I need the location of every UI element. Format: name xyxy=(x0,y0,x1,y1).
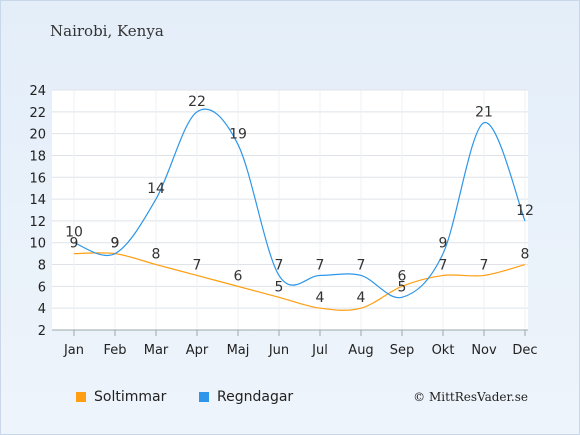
data-label-soltimmar: 9 xyxy=(111,236,120,252)
data-label-regndagar: 5 xyxy=(398,279,407,295)
data-label-soltimmar: 7 xyxy=(439,257,448,273)
x-tick-label: Maj xyxy=(227,343,250,358)
x-tick-label: Aug xyxy=(348,343,373,358)
y-tick-label: 16 xyxy=(29,171,46,186)
data-label-regndagar: 9 xyxy=(439,236,448,252)
series-line-regndagar xyxy=(73,108,526,299)
y-tick-label: 12 xyxy=(29,215,46,230)
chart-title: Nairobi, Kenya xyxy=(50,22,164,40)
data-label-regndagar: 22 xyxy=(188,94,206,110)
y-tick-label: 10 xyxy=(29,237,46,252)
x-tick-label: Feb xyxy=(103,343,126,358)
x-tick-label: Jan xyxy=(63,343,84,358)
data-label-soltimmar: 5 xyxy=(275,279,284,295)
data-label-soltimmar: 7 xyxy=(193,257,202,273)
data-label-soltimmar: 4 xyxy=(357,290,366,306)
x-tick-label: Dec xyxy=(512,343,537,358)
data-label-regndagar: 14 xyxy=(147,181,165,197)
y-tick-label: 18 xyxy=(29,149,46,164)
data-label-regndagar: 19 xyxy=(229,127,247,143)
x-tick-label: Jul xyxy=(311,343,328,358)
x-tick-label: Apr xyxy=(186,343,209,358)
legend-swatch-soltimmar xyxy=(76,392,86,402)
data-label-regndagar: 12 xyxy=(516,203,534,219)
data-label-regndagar: 21 xyxy=(475,105,493,121)
data-label-regndagar: 7 xyxy=(316,257,325,273)
data-label-soltimmar: 6 xyxy=(398,268,407,284)
y-tick-label: 2 xyxy=(38,324,46,339)
series-line-soltimmar xyxy=(73,252,526,311)
data-label-soltimmar: 8 xyxy=(521,247,530,263)
y-tick-label: 20 xyxy=(29,128,46,143)
x-tick-label: Nov xyxy=(471,343,497,358)
data-label-regndagar: 7 xyxy=(275,257,284,273)
y-tick-label: 22 xyxy=(29,106,46,121)
x-tick-label: Sep xyxy=(390,343,415,358)
legend-label-regndagar: Regndagar xyxy=(217,389,294,405)
legend-swatch-regndagar xyxy=(199,392,209,402)
y-tick-label: 8 xyxy=(38,259,46,274)
x-tick-label: Jun xyxy=(268,343,289,358)
y-tick-label: 24 xyxy=(29,84,46,99)
plot-area xyxy=(52,90,528,330)
y-tick-label: 14 xyxy=(29,193,46,208)
x-tick-label: Mar xyxy=(144,343,169,358)
legend-label-soltimmar: Soltimmar xyxy=(94,389,167,405)
data-label-regndagar: 7 xyxy=(357,257,366,273)
data-label-soltimmar: 8 xyxy=(152,247,161,263)
data-label-soltimmar: 7 xyxy=(480,257,489,273)
data-label-soltimmar: 9 xyxy=(70,236,79,252)
y-tick-label: 6 xyxy=(38,280,46,295)
data-label-soltimmar: 6 xyxy=(234,268,243,284)
site-credit: © MittResVader.se xyxy=(413,390,528,404)
data-label-regndagar: 9 xyxy=(111,236,120,252)
legend-item-regndagar: Regndagar xyxy=(199,389,293,405)
data-label-soltimmar: 4 xyxy=(316,290,325,306)
y-tick-label: 4 xyxy=(38,302,46,317)
data-label-regndagar: 10 xyxy=(65,225,83,241)
legend-item-soltimmar: Soltimmar xyxy=(76,389,166,405)
x-tick-label: Okt xyxy=(432,343,455,358)
